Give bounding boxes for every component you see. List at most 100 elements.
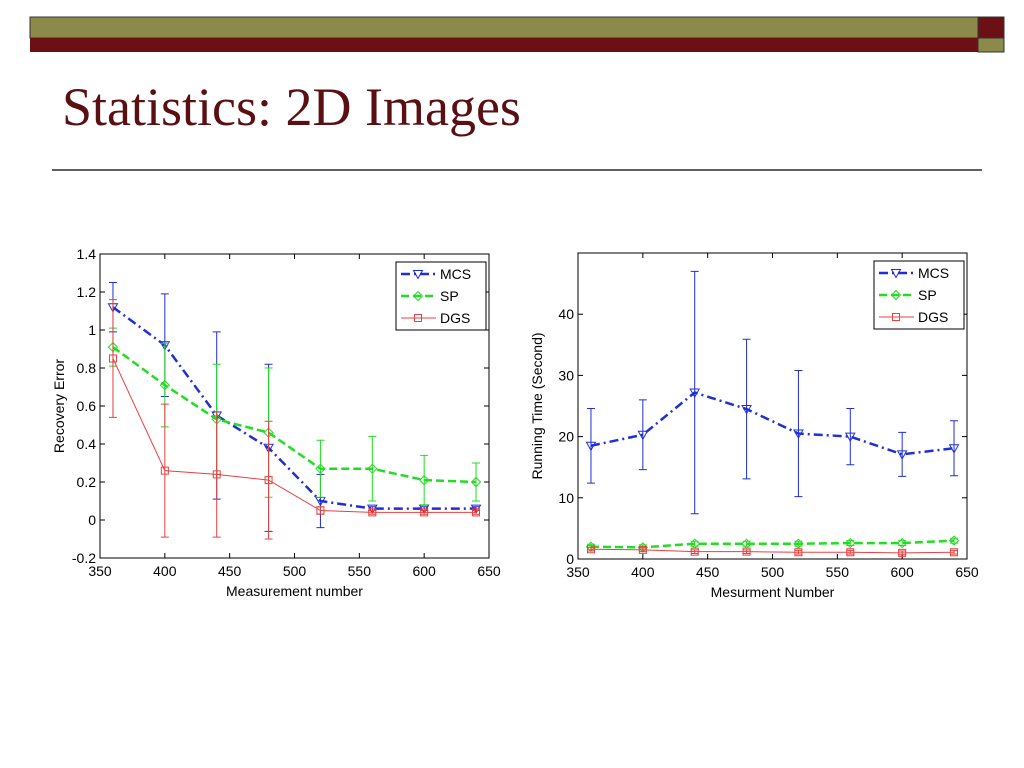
legend-box bbox=[873, 260, 965, 330]
y-tick-label: 0.2 bbox=[77, 474, 97, 490]
error-bar bbox=[586, 407, 595, 484]
error-bar bbox=[368, 435, 377, 502]
y-tick-label: 0.8 bbox=[77, 360, 97, 376]
x-tick-label: 450 bbox=[696, 564, 720, 580]
series-line bbox=[112, 358, 477, 513]
y-tick-label: 20 bbox=[558, 429, 574, 445]
marker bbox=[472, 508, 481, 517]
legend-label: SP bbox=[440, 288, 459, 304]
x-tick-label: 600 bbox=[412, 563, 436, 579]
slide-title: Statistics: 2D Images bbox=[62, 77, 521, 137]
x-tick-label: 600 bbox=[890, 564, 914, 580]
legend-label: SP bbox=[918, 287, 937, 303]
y-axis-label: Recovery Error bbox=[51, 359, 67, 453]
error-bar bbox=[846, 407, 855, 466]
error-bar bbox=[690, 270, 699, 515]
y-axis-label: Running Time (Second) bbox=[529, 332, 545, 479]
marker bbox=[896, 537, 908, 549]
marker bbox=[890, 289, 902, 301]
x-tick-label: 450 bbox=[218, 563, 242, 579]
marker bbox=[948, 535, 960, 546]
error-bar bbox=[898, 431, 907, 477]
marker bbox=[420, 508, 429, 517]
marker bbox=[315, 463, 326, 474]
x-tick-label: 350 bbox=[566, 564, 590, 580]
x-tick-label: 650 bbox=[955, 564, 979, 580]
y-tick-label: 40 bbox=[558, 306, 574, 322]
marker bbox=[950, 548, 959, 557]
error-bar bbox=[950, 549, 959, 555]
marker bbox=[412, 290, 424, 302]
x-tick-label: 400 bbox=[153, 563, 177, 579]
y-tick-label: 30 bbox=[558, 367, 574, 383]
marker bbox=[368, 508, 377, 517]
marker bbox=[898, 548, 907, 557]
top-band bbox=[30, 38, 978, 52]
series-line bbox=[590, 548, 955, 554]
legend-label: MCS bbox=[440, 266, 471, 282]
marker bbox=[690, 547, 699, 556]
error-bar bbox=[586, 546, 595, 552]
x-tick-label: 500 bbox=[283, 563, 307, 579]
error-bar bbox=[264, 420, 273, 540]
x-tick-label: 500 bbox=[761, 564, 785, 580]
marker bbox=[845, 537, 856, 549]
error-bar bbox=[420, 454, 429, 506]
marker bbox=[585, 441, 597, 452]
error-bar bbox=[898, 550, 907, 556]
marker bbox=[316, 506, 325, 515]
marker bbox=[470, 476, 482, 488]
marker bbox=[264, 476, 273, 485]
marker bbox=[892, 313, 900, 321]
legend-box bbox=[395, 261, 487, 331]
y-tick-label: 1 bbox=[88, 322, 96, 338]
marker bbox=[160, 466, 169, 475]
y-tick-label: 1.4 bbox=[77, 246, 97, 262]
marker bbox=[793, 538, 804, 549]
legend-label: DGS bbox=[918, 309, 948, 325]
x-tick-label: 550 bbox=[348, 563, 372, 579]
marker bbox=[212, 470, 221, 479]
corner-square bbox=[977, 16, 1005, 39]
x-tick-label: 400 bbox=[631, 564, 655, 580]
error-bar bbox=[212, 411, 221, 538]
error-bar bbox=[160, 403, 169, 538]
error-bar bbox=[638, 547, 647, 553]
x-tick-label: 650 bbox=[477, 563, 501, 579]
y-tick-label: 1.2 bbox=[77, 284, 97, 300]
legend-label: DGS bbox=[440, 310, 470, 326]
error-bar bbox=[472, 510, 481, 515]
marker bbox=[742, 547, 751, 556]
marker bbox=[846, 548, 855, 557]
y-tick-label: 0 bbox=[88, 512, 96, 528]
marker bbox=[844, 432, 856, 443]
error-bar bbox=[316, 439, 325, 498]
marker bbox=[896, 450, 908, 460]
error-bar bbox=[472, 462, 481, 502]
x-tick-label: 550 bbox=[826, 564, 850, 580]
legend-label: MCS bbox=[918, 265, 949, 281]
y-tick-label: 0.6 bbox=[77, 398, 97, 414]
error-bar bbox=[690, 549, 699, 554]
series-line bbox=[112, 306, 477, 510]
series-line bbox=[590, 391, 955, 456]
marker bbox=[741, 405, 752, 415]
marker bbox=[793, 429, 804, 440]
series-line bbox=[590, 539, 955, 549]
top-band bbox=[29, 16, 979, 39]
corner-square bbox=[977, 37, 1005, 53]
marker bbox=[637, 430, 649, 441]
error-bar bbox=[742, 549, 751, 554]
marker bbox=[890, 269, 902, 279]
error-bar bbox=[368, 510, 377, 515]
y-tick-label: 0 bbox=[566, 551, 574, 567]
error-bar bbox=[950, 420, 959, 477]
marker bbox=[159, 379, 171, 391]
y-tick-label: 10 bbox=[558, 490, 574, 506]
marker bbox=[418, 474, 430, 486]
marker bbox=[948, 444, 960, 454]
marker bbox=[414, 314, 422, 322]
marker bbox=[412, 270, 424, 280]
